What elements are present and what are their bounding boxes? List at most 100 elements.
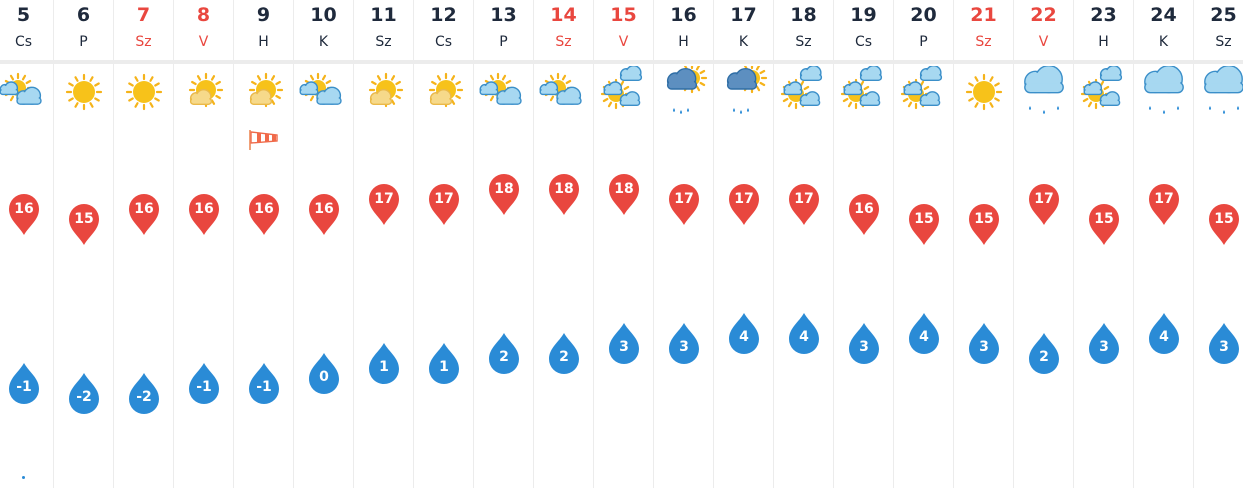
day-number: 7 (136, 4, 151, 26)
low-temp-pin: -2 (67, 372, 101, 416)
day-column[interactable]: 17 K 17 4 (714, 0, 774, 488)
day-name: K (318, 34, 329, 50)
day-column[interactable]: 19 Cs 16 (834, 0, 894, 488)
low-temp-pin: 1 (367, 342, 401, 386)
day-number: 17 (730, 4, 757, 26)
day-number: 16 (670, 4, 697, 26)
sun-icon (114, 66, 174, 122)
day-name: Sz (135, 34, 152, 50)
high-temp-value: 16 (854, 201, 874, 217)
low-temp-pin: -1 (247, 362, 281, 406)
low-temp-value: 3 (619, 339, 629, 355)
windsock-icon (247, 128, 281, 152)
cloudy-sun-icon (834, 64, 894, 122)
day-column[interactable]: 25 Sz 15 3 (1194, 0, 1243, 488)
day-name: P (79, 34, 88, 50)
dot-marker (22, 476, 25, 479)
low-temp-pin: 3 (847, 322, 881, 366)
day-number: 23 (1090, 4, 1117, 26)
high-temp-value: 16 (14, 201, 34, 217)
day-number: 11 (370, 4, 397, 26)
high-temp-pin: 17 (1147, 182, 1181, 226)
day-number: 24 (1150, 4, 1177, 26)
day-column[interactable]: 10 K 16 0 (294, 0, 354, 488)
high-temp-value: 18 (554, 181, 574, 197)
day-column[interactable]: 21 Sz 15 3 (954, 0, 1014, 488)
high-temp-value: 16 (194, 201, 214, 217)
sun-small-cloud-icon (174, 66, 234, 122)
high-temp-pin: 15 (967, 202, 1001, 246)
high-temp-value: 18 (614, 181, 634, 197)
day-name: V (198, 34, 209, 50)
low-temp-value: 4 (799, 329, 809, 345)
day-name: P (919, 34, 928, 50)
low-temp-value: 1 (379, 359, 389, 375)
day-number: 21 (970, 4, 997, 26)
low-temp-value: -1 (16, 379, 32, 395)
day-column[interactable]: 15 V 18 (594, 0, 654, 488)
rain-cloud-icon (1014, 64, 1074, 122)
high-temp-value: 15 (1094, 211, 1114, 227)
high-temp-pin: 16 (847, 192, 881, 236)
day-column[interactable]: 11 Sz 17 1 (354, 0, 414, 488)
day-column[interactable]: 22 V 17 2 (1014, 0, 1074, 488)
cloudy-sun-icon (1074, 64, 1134, 122)
low-temp-pin: 2 (487, 332, 521, 376)
day-name: Cs (14, 34, 33, 50)
day-column[interactable]: 18 Sz 17 (774, 0, 834, 488)
low-temp-value: 3 (1219, 339, 1229, 355)
day-name: Sz (795, 34, 812, 50)
low-temp-pin: 3 (667, 322, 701, 366)
day-number: 6 (76, 4, 91, 26)
day-column[interactable]: 14 Sz 18 2 (534, 0, 594, 488)
low-temp-pin: 0 (307, 352, 341, 396)
day-name: V (618, 34, 629, 50)
day-number: 10 (310, 4, 337, 26)
low-temp-value: -1 (196, 379, 212, 395)
low-temp-value: 2 (559, 349, 569, 365)
high-temp-value: 15 (74, 211, 94, 227)
day-column[interactable]: 5 Cs 16 -1 (0, 0, 54, 488)
low-temp-pin: 3 (1207, 322, 1241, 366)
high-temp-pin: 17 (1027, 182, 1061, 226)
day-number: 25 (1210, 4, 1237, 26)
cloudy-sun-icon (774, 64, 834, 122)
high-temp-pin: 16 (187, 192, 221, 236)
day-column[interactable]: 7 Sz 16 -2 (114, 0, 174, 488)
high-temp-pin: 16 (7, 192, 41, 236)
high-temp-value: 17 (434, 191, 454, 207)
day-column[interactable]: 20 P 15 (894, 0, 954, 488)
day-name: H (678, 34, 689, 50)
day-column[interactable]: 23 H 15 (1074, 0, 1134, 488)
rain-cloud-icon (1194, 64, 1243, 122)
high-temp-pin: 18 (487, 172, 521, 216)
sun-icon (954, 66, 1014, 122)
day-column[interactable]: 9 H 16 -1 (234, 0, 294, 488)
low-temp-value: 4 (1159, 329, 1169, 345)
high-temp-value: 16 (254, 201, 274, 217)
low-temp-value: 4 (919, 329, 929, 345)
day-column[interactable]: 24 K 17 4 (1134, 0, 1194, 488)
cloudy-sun-icon (894, 64, 954, 122)
day-number: 14 (550, 4, 577, 26)
high-temp-value: 15 (914, 211, 934, 227)
low-temp-pin: 4 (907, 312, 941, 356)
low-temp-value: 0 (319, 369, 329, 385)
sun-small-cloud-icon (354, 66, 414, 122)
day-column[interactable]: 8 V 16 -1 (174, 0, 234, 488)
high-temp-pin: 15 (1087, 202, 1121, 246)
day-column[interactable]: 13 P 18 2 (474, 0, 534, 488)
low-temp-value: -2 (136, 389, 152, 405)
day-number: 19 (850, 4, 877, 26)
high-temp-value: 17 (674, 191, 694, 207)
high-temp-value: 17 (374, 191, 394, 207)
low-temp-value: 3 (859, 339, 869, 355)
day-name: Sz (555, 34, 572, 50)
sun-icon (54, 66, 114, 122)
day-number: 20 (910, 4, 937, 26)
low-temp-pin: 3 (967, 322, 1001, 366)
low-temp-pin: 1 (427, 342, 461, 386)
day-column[interactable]: 16 H 17 3 (654, 0, 714, 488)
day-column[interactable]: 6 P 15 -2 (54, 0, 114, 488)
day-column[interactable]: 12 Cs 17 1 (414, 0, 474, 488)
